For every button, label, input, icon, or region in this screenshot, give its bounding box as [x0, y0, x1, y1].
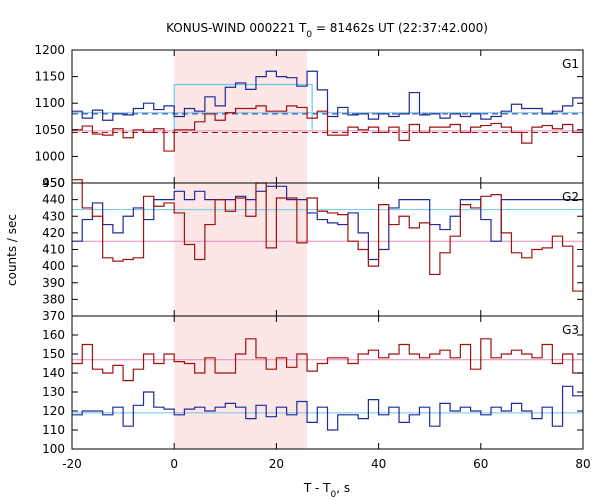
y-tick-label: 100: [42, 442, 65, 456]
y-tick-label: 140: [42, 366, 65, 380]
panel-label-g2: G2: [562, 190, 579, 204]
x-tick-label: -20: [62, 457, 82, 471]
y-tick-label: 400: [42, 259, 65, 273]
panel-frame: [71, 182, 584, 317]
series-blue-g2: [72, 185, 583, 261]
x-tick-label: 0: [170, 457, 178, 471]
x-axis-label: T - T0, s: [303, 481, 350, 500]
y-tick-label: 440: [42, 193, 65, 207]
y-tick-label: 1200: [34, 43, 65, 57]
y-tick-label: 1000: [34, 149, 65, 163]
y-tick-label: 370: [42, 309, 65, 323]
x-tick-label: 60: [473, 457, 488, 471]
panel-label-g1: G1: [562, 57, 579, 71]
y-tick-label: 420: [42, 226, 65, 240]
y-tick-label: 380: [42, 292, 65, 306]
y-tick-label: 160: [42, 328, 65, 342]
y-axis-label: counts / sec: [5, 214, 19, 286]
y-tick-label: 390: [42, 276, 65, 290]
y-tick-label: 450: [42, 176, 65, 190]
panel-label-g3: G3: [562, 323, 579, 337]
series-red-g3: [72, 338, 583, 382]
highlight-interval: [174, 50, 308, 449]
x-tick-label: 80: [575, 457, 590, 471]
panel-g3: 100 110 120 130 140 150 160 G3: [42, 315, 584, 456]
series-red-g2: [72, 179, 583, 292]
x-tick-label: 40: [371, 457, 386, 471]
y-tick-label: 110: [42, 423, 65, 437]
panel-frame: [71, 315, 584, 450]
x-tick-label: 20: [269, 457, 284, 471]
chart-title: KONUS-WIND 000221 T0 = 81462s UT (22:37:…: [166, 21, 488, 40]
series-blue-g1: [72, 70, 583, 121]
y-tick-label: 950: [42, 176, 65, 190]
y-tick-label: 120: [42, 404, 65, 418]
y-tick-label: 410: [42, 243, 65, 257]
y-tick-label: 1100: [34, 96, 65, 110]
y-tick-label: 130: [42, 385, 65, 399]
y-tick-label: 1050: [34, 123, 65, 137]
panel-g2: 370 380 390 400 410 420 430 440 450 G2: [42, 176, 584, 323]
y-tick-label: 150: [42, 347, 65, 361]
y-tick-label: 430: [42, 209, 65, 223]
series-red-g1: [72, 105, 583, 152]
series-blue-g3: [72, 385, 583, 431]
y-tick-label: 1150: [34, 70, 65, 84]
panel-g1: 950 1000 1050 1100 1150 1200 G1: [34, 43, 584, 190]
